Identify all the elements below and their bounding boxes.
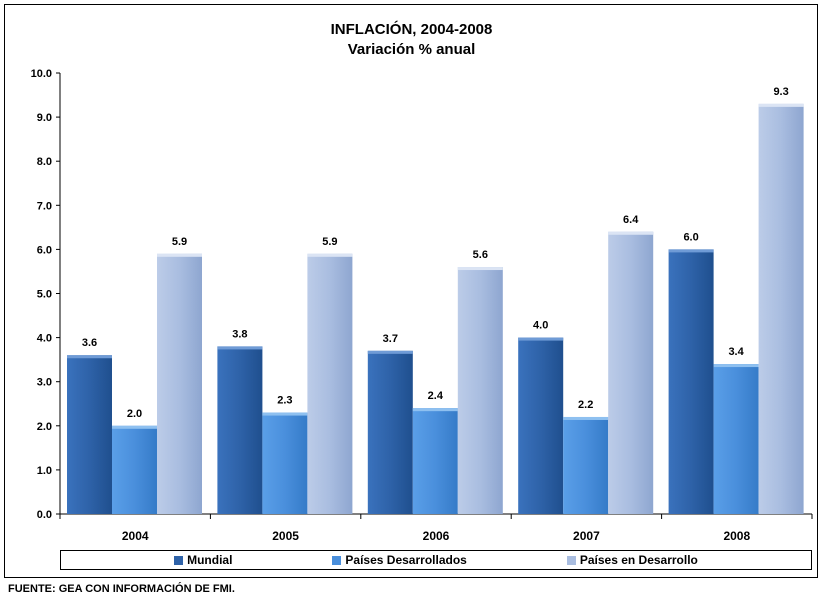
y-tick-label: 0.0 [37, 509, 52, 521]
bar-cap-mundial-2005 [217, 346, 263, 350]
bar-cap-mundial-2004 [67, 355, 112, 359]
bar-desarrollo-2007 [608, 231, 654, 514]
bar-desarrollados-2008 [713, 364, 759, 514]
legend-item-desarrollo: Países en Desarrollo [566, 553, 698, 567]
legend-swatch-mundial [174, 555, 184, 565]
data-label-desarrollados-2005: 2.3 [277, 395, 292, 407]
bar-cap-mundial-2006 [367, 350, 413, 354]
bar-cap-desarrollo-2007 [608, 231, 654, 235]
y-tick-label: 4.0 [37, 333, 52, 345]
bar-desarrollo-2004 [157, 253, 202, 514]
data-label-desarrollo-2004: 5.9 [172, 236, 187, 248]
data-label-mundial-2008: 6.0 [683, 231, 698, 243]
bar-cap-desarrollados-2006 [412, 408, 458, 412]
data-label-mundial-2006: 3.7 [383, 333, 398, 345]
y-tick-label: 1.0 [37, 465, 52, 477]
x-tick-label: 2007 [573, 529, 600, 543]
data-label-mundial-2007: 4.0 [533, 320, 548, 332]
x-tick-label: 2008 [723, 529, 750, 543]
data-label-mundial-2004: 3.6 [82, 337, 97, 349]
y-tick-label: 7.0 [37, 200, 52, 212]
data-label-mundial-2005: 3.8 [232, 328, 247, 340]
data-label-desarrollo-2007: 6.4 [623, 214, 639, 226]
legend-swatch-desarrollo [566, 555, 576, 565]
bar-cap-mundial-2007 [518, 337, 564, 341]
bar-cap-desarrollados-2004 [112, 425, 157, 429]
bar-cap-mundial-2008 [668, 249, 714, 253]
bar-cap-desarrollo-2008 [758, 103, 804, 107]
source-note: FUENTE: GEA CON INFORMACIÓN DE FMI. [8, 583, 235, 595]
y-tick-label: 10.0 [31, 68, 52, 80]
legend-item-desarrollados: Países Desarrollados [332, 553, 467, 567]
legend-swatch-desarrollados [332, 555, 342, 565]
bar-cap-desarrollados-2005 [262, 412, 308, 416]
x-tick-label: 2006 [423, 529, 450, 543]
chart-title: INFLACIÓN, 2004-2008 [330, 21, 493, 38]
legend-label-desarrollo: Países en Desarrollo [579, 553, 698, 567]
bar-desarrollo-2005 [307, 253, 353, 514]
bar-desarrollo-2006 [457, 267, 503, 514]
data-label-desarrollados-2007: 2.2 [578, 399, 593, 411]
bar-mundial-2006 [367, 350, 413, 514]
y-tick-label: 8.0 [37, 156, 52, 168]
bar-cap-desarrollo-2004 [157, 253, 202, 257]
legend-label-desarrollados: Países Desarrollados [345, 553, 467, 567]
x-tick-label: 2005 [272, 529, 299, 543]
bar-desarrollo-2008 [758, 103, 804, 515]
bar-cap-desarrollo-2006 [457, 267, 503, 271]
bar-desarrollados-2005 [262, 412, 308, 514]
data-label-desarrollo-2006: 5.6 [473, 249, 488, 261]
bar-desarrollados-2006 [412, 408, 458, 514]
data-label-desarrollo-2005: 5.9 [322, 236, 337, 248]
data-label-desarrollados-2006: 2.4 [428, 390, 444, 402]
bar-mundial-2007 [518, 337, 564, 514]
bar-cap-desarrollo-2005 [307, 253, 353, 257]
bar-mundial-2008 [668, 249, 714, 514]
x-tick-label: 2004 [122, 529, 149, 543]
bar-mundial-2004 [67, 355, 112, 514]
legend-label-mundial: Mundial [187, 553, 233, 567]
y-tick-label: 3.0 [37, 377, 52, 389]
bar-mundial-2005 [217, 346, 263, 514]
data-label-desarrollados-2004: 2.0 [127, 408, 142, 420]
y-tick-label: 5.0 [37, 289, 52, 301]
data-label-desarrollo-2008: 9.3 [773, 86, 788, 98]
data-label-desarrollados-2008: 3.4 [728, 346, 744, 358]
legend-item-mundial: Mundial [174, 553, 232, 567]
legend: Mundial Países Desarrollados Países en D… [60, 550, 812, 570]
chart-subtitle: Variación % anual [347, 41, 476, 58]
y-tick-label: 6.0 [37, 244, 52, 256]
y-tick-label: 9.0 [37, 112, 52, 124]
y-tick-label: 2.0 [37, 421, 52, 433]
bar-desarrollados-2004 [112, 425, 157, 514]
bar-cap-desarrollados-2007 [563, 416, 609, 420]
bar-cap-desarrollados-2008 [713, 364, 759, 368]
bar-desarrollados-2007 [563, 416, 609, 514]
